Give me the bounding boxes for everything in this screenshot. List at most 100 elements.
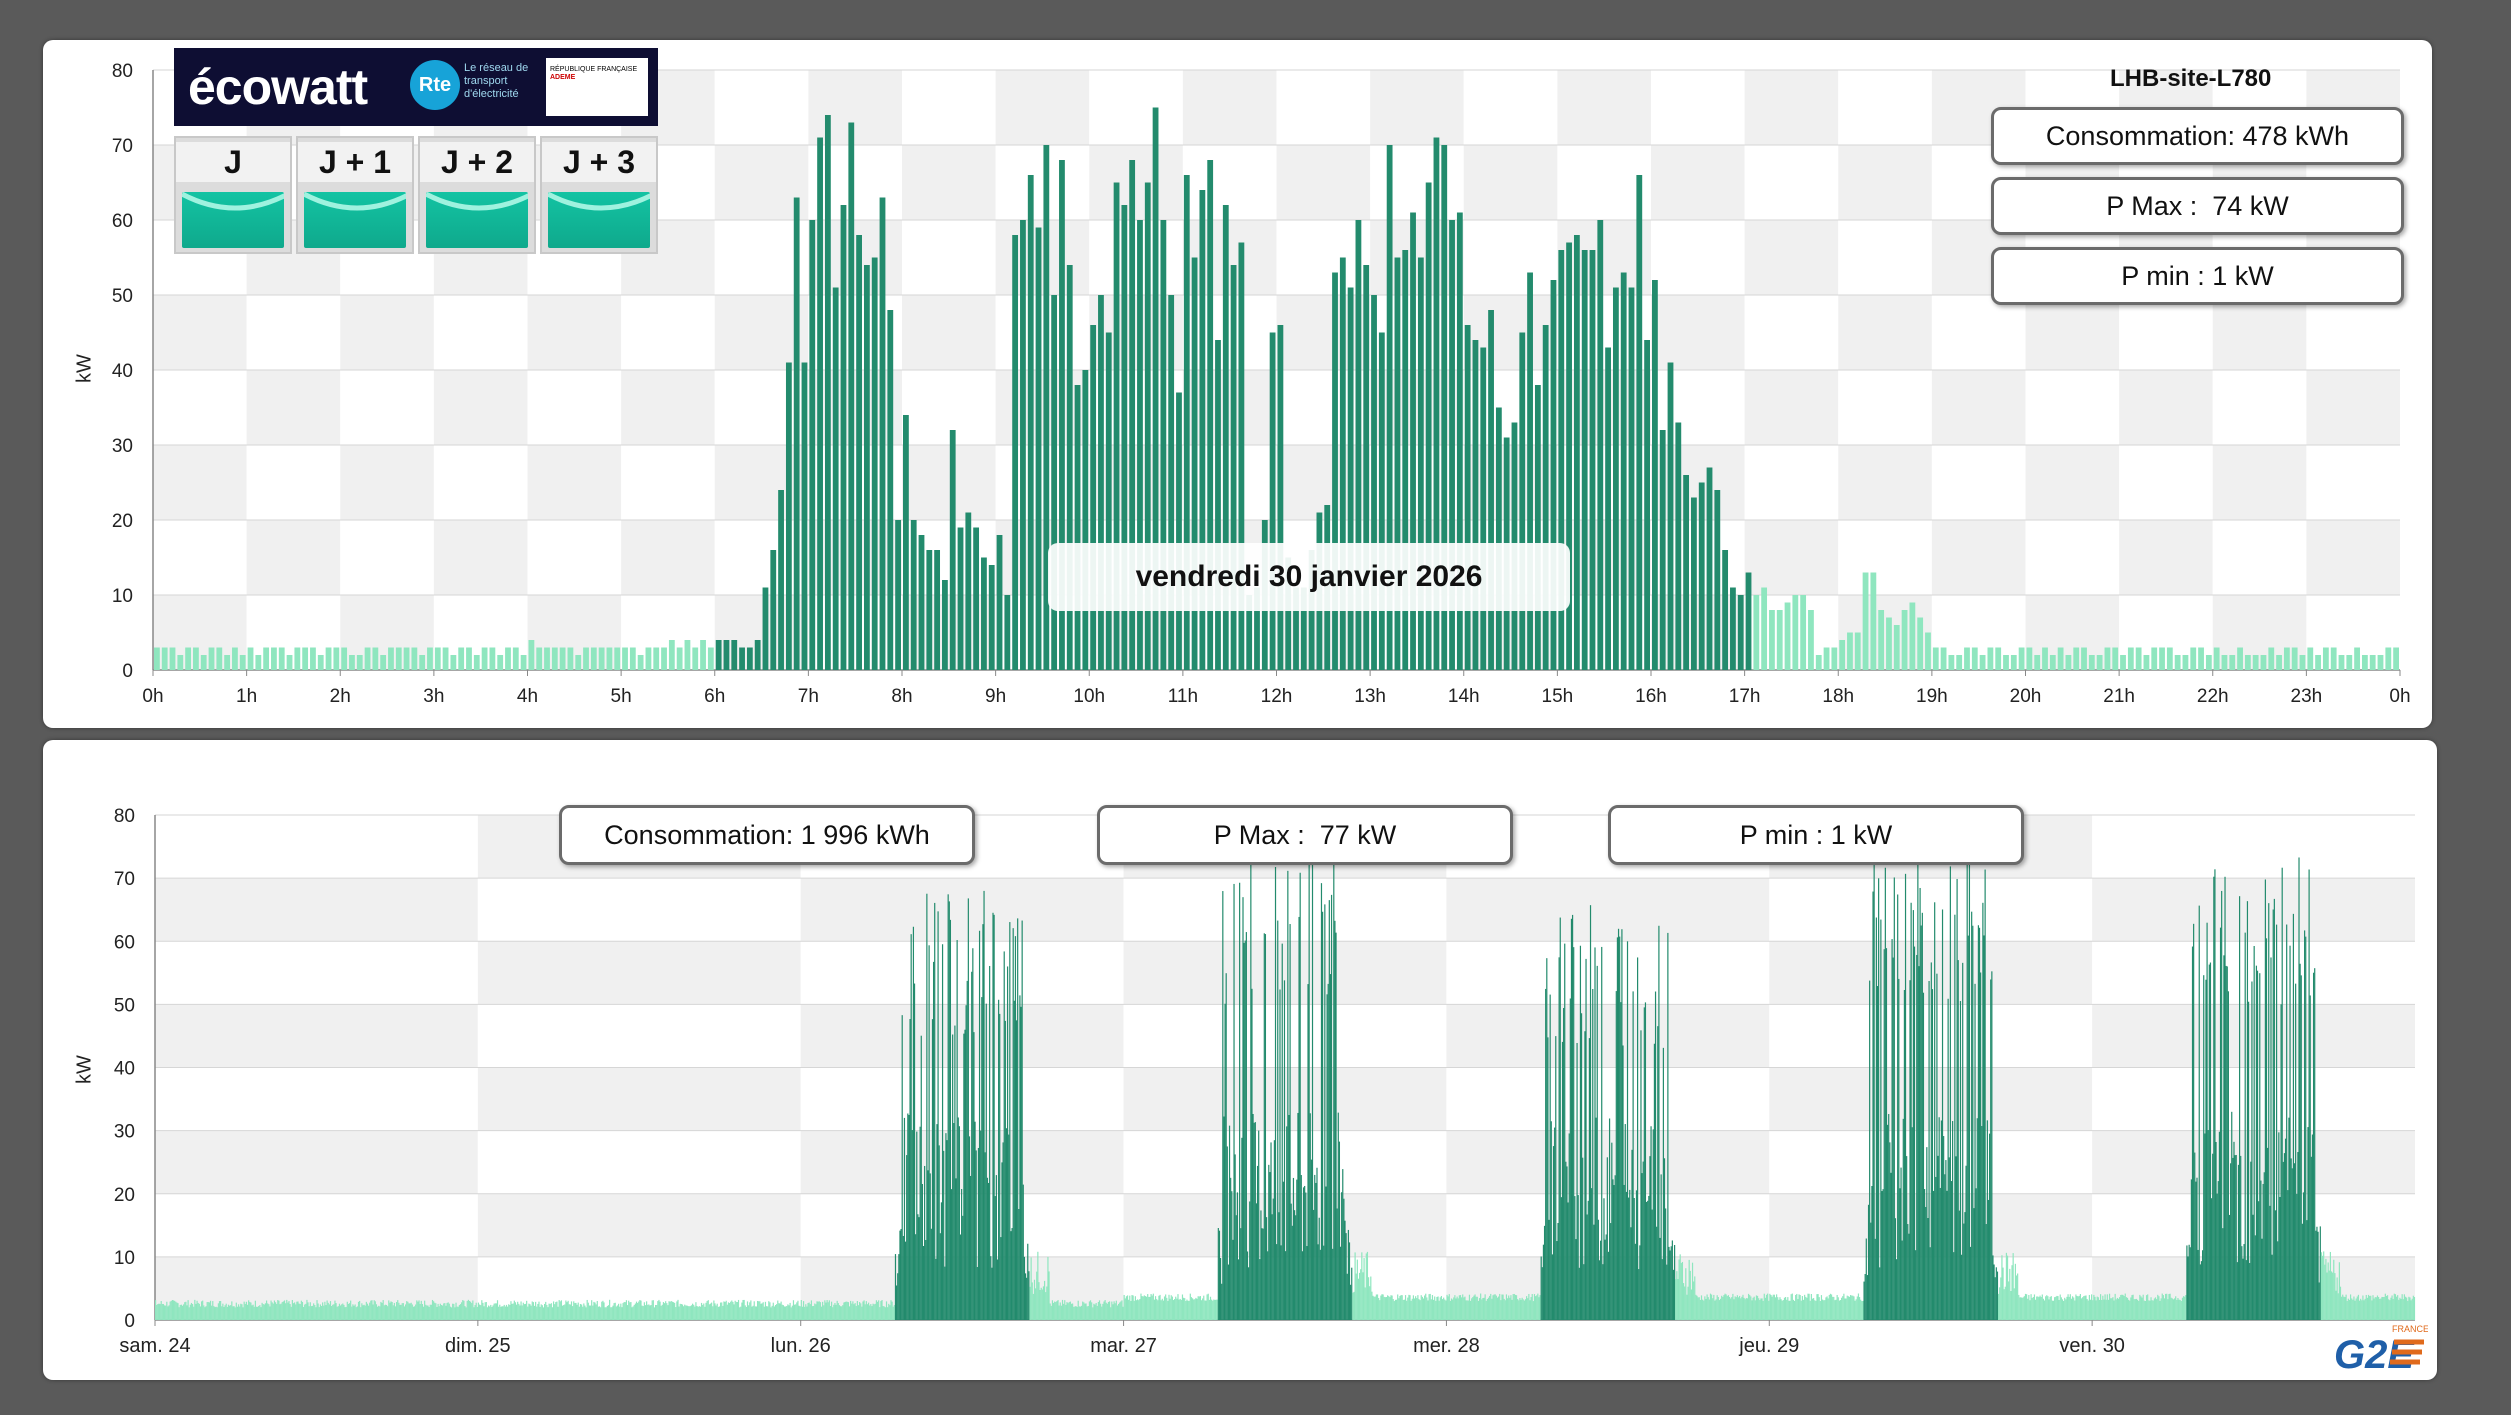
- bar: [587, 1302, 589, 1320]
- bar: [223, 1306, 225, 1320]
- bar: [1410, 212, 1416, 670]
- bar: [295, 1304, 297, 1320]
- bar: [1917, 617, 1924, 670]
- grid-band: [246, 295, 341, 370]
- bar: [1670, 1246, 1672, 1320]
- bar: [863, 1300, 865, 1320]
- bar: [1881, 1191, 1883, 1320]
- bar: [1560, 1197, 1562, 1320]
- bar: [1649, 1156, 1651, 1320]
- bar: [288, 1301, 290, 1320]
- bar: [1941, 909, 1944, 1320]
- bar: [2361, 655, 2368, 670]
- bar: [837, 1303, 839, 1320]
- ecowatt-day-j3[interactable]: J + 3: [540, 136, 658, 254]
- bar: [2015, 1275, 2018, 1320]
- bar: [964, 1029, 966, 1320]
- bar: [2242, 1258, 2244, 1320]
- bar: [934, 902, 936, 1320]
- grid-band: [808, 445, 902, 520]
- bar: [333, 1304, 335, 1320]
- bar: [2318, 1282, 2320, 1320]
- bar: [1420, 1295, 1422, 1320]
- bar: [1493, 1294, 1495, 1320]
- bar: [1909, 980, 1911, 1320]
- bar: [2353, 1296, 2355, 1320]
- bar: [1864, 1273, 1866, 1320]
- bar: [1403, 1299, 1406, 1320]
- bar: [344, 1307, 346, 1320]
- bar: [955, 1178, 957, 1320]
- bar: [156, 1304, 158, 1320]
- bar: [624, 1302, 626, 1320]
- bar: [1049, 1303, 1051, 1320]
- bar: [1844, 1298, 1846, 1320]
- bar: [473, 655, 480, 670]
- bar: [1158, 1295, 1160, 1320]
- bar: [349, 655, 355, 670]
- bar: [1698, 1297, 1700, 1320]
- ecowatt-day-j1[interactable]: J + 1: [296, 136, 414, 254]
- ecowatt-day-j2[interactable]: J + 2: [418, 136, 536, 254]
- bar: [2369, 655, 2376, 670]
- x-tick-label: 2h: [330, 686, 351, 707]
- bar: [1815, 1300, 1817, 1320]
- bar: [839, 1306, 842, 1320]
- bar: [1615, 991, 1617, 1320]
- bar: [317, 655, 324, 670]
- bar: [202, 1300, 204, 1320]
- bar: [281, 1302, 283, 1320]
- bar: [231, 1301, 233, 1320]
- bar: [1427, 1300, 1429, 1320]
- bar: [474, 1305, 476, 1320]
- bar: [2298, 857, 2300, 1320]
- bar: [1948, 1157, 1950, 1320]
- bar: [1672, 1269, 1675, 1320]
- bar: [1678, 1259, 1680, 1320]
- bar: [2182, 1296, 2185, 1320]
- bar: [1271, 1214, 1273, 1320]
- bar: [333, 647, 340, 670]
- bar: [1582, 1157, 1584, 1320]
- bar: [982, 924, 984, 1320]
- bar: [2023, 1296, 2025, 1320]
- bar: [1458, 1295, 1460, 1320]
- bar: [421, 1304, 424, 1320]
- top-y-axis-label: kW: [73, 354, 96, 383]
- bar: [1541, 1267, 1543, 1320]
- bar: [2335, 1290, 2337, 1320]
- bar: [1714, 1300, 1716, 1320]
- bar: [1154, 1296, 1157, 1320]
- bar: [1356, 1259, 1358, 1320]
- grid-band: [1557, 595, 1651, 670]
- bar: [1098, 295, 1104, 670]
- bar: [462, 1300, 464, 1320]
- bar: [1893, 877, 1895, 1320]
- pmax-box: P Max : 74 kW: [1991, 177, 2404, 235]
- bar: [1206, 1294, 1208, 1320]
- grid-band: [902, 145, 996, 220]
- bar: [399, 1304, 401, 1320]
- week-pmin-box: P min : 1 kW: [1608, 805, 2024, 865]
- bar: [1631, 1149, 1633, 1320]
- bar: [1547, 1037, 1549, 1320]
- bar: [411, 647, 418, 670]
- bar: [1453, 1297, 1455, 1320]
- bar: [1263, 933, 1265, 1320]
- bar: [510, 1301, 512, 1320]
- ecowatt-day-j[interactable]: J: [174, 136, 292, 254]
- bar: [1527, 1298, 1529, 1320]
- bar: [965, 512, 972, 670]
- bar: [1211, 1299, 1213, 1320]
- bar: [2213, 647, 2220, 670]
- bar: [690, 1305, 693, 1320]
- bar: [1306, 1246, 1308, 1320]
- bar: [937, 911, 939, 1320]
- bar: [1873, 865, 1875, 1320]
- bar: [1821, 1299, 1824, 1320]
- bar: [436, 1306, 438, 1320]
- ecowatt-widget[interactable]: écowatt Rte Le réseau de transport d'éle…: [174, 48, 658, 258]
- bar: [545, 1301, 547, 1320]
- bar: [2203, 975, 2205, 1320]
- bar: [2054, 1297, 2056, 1320]
